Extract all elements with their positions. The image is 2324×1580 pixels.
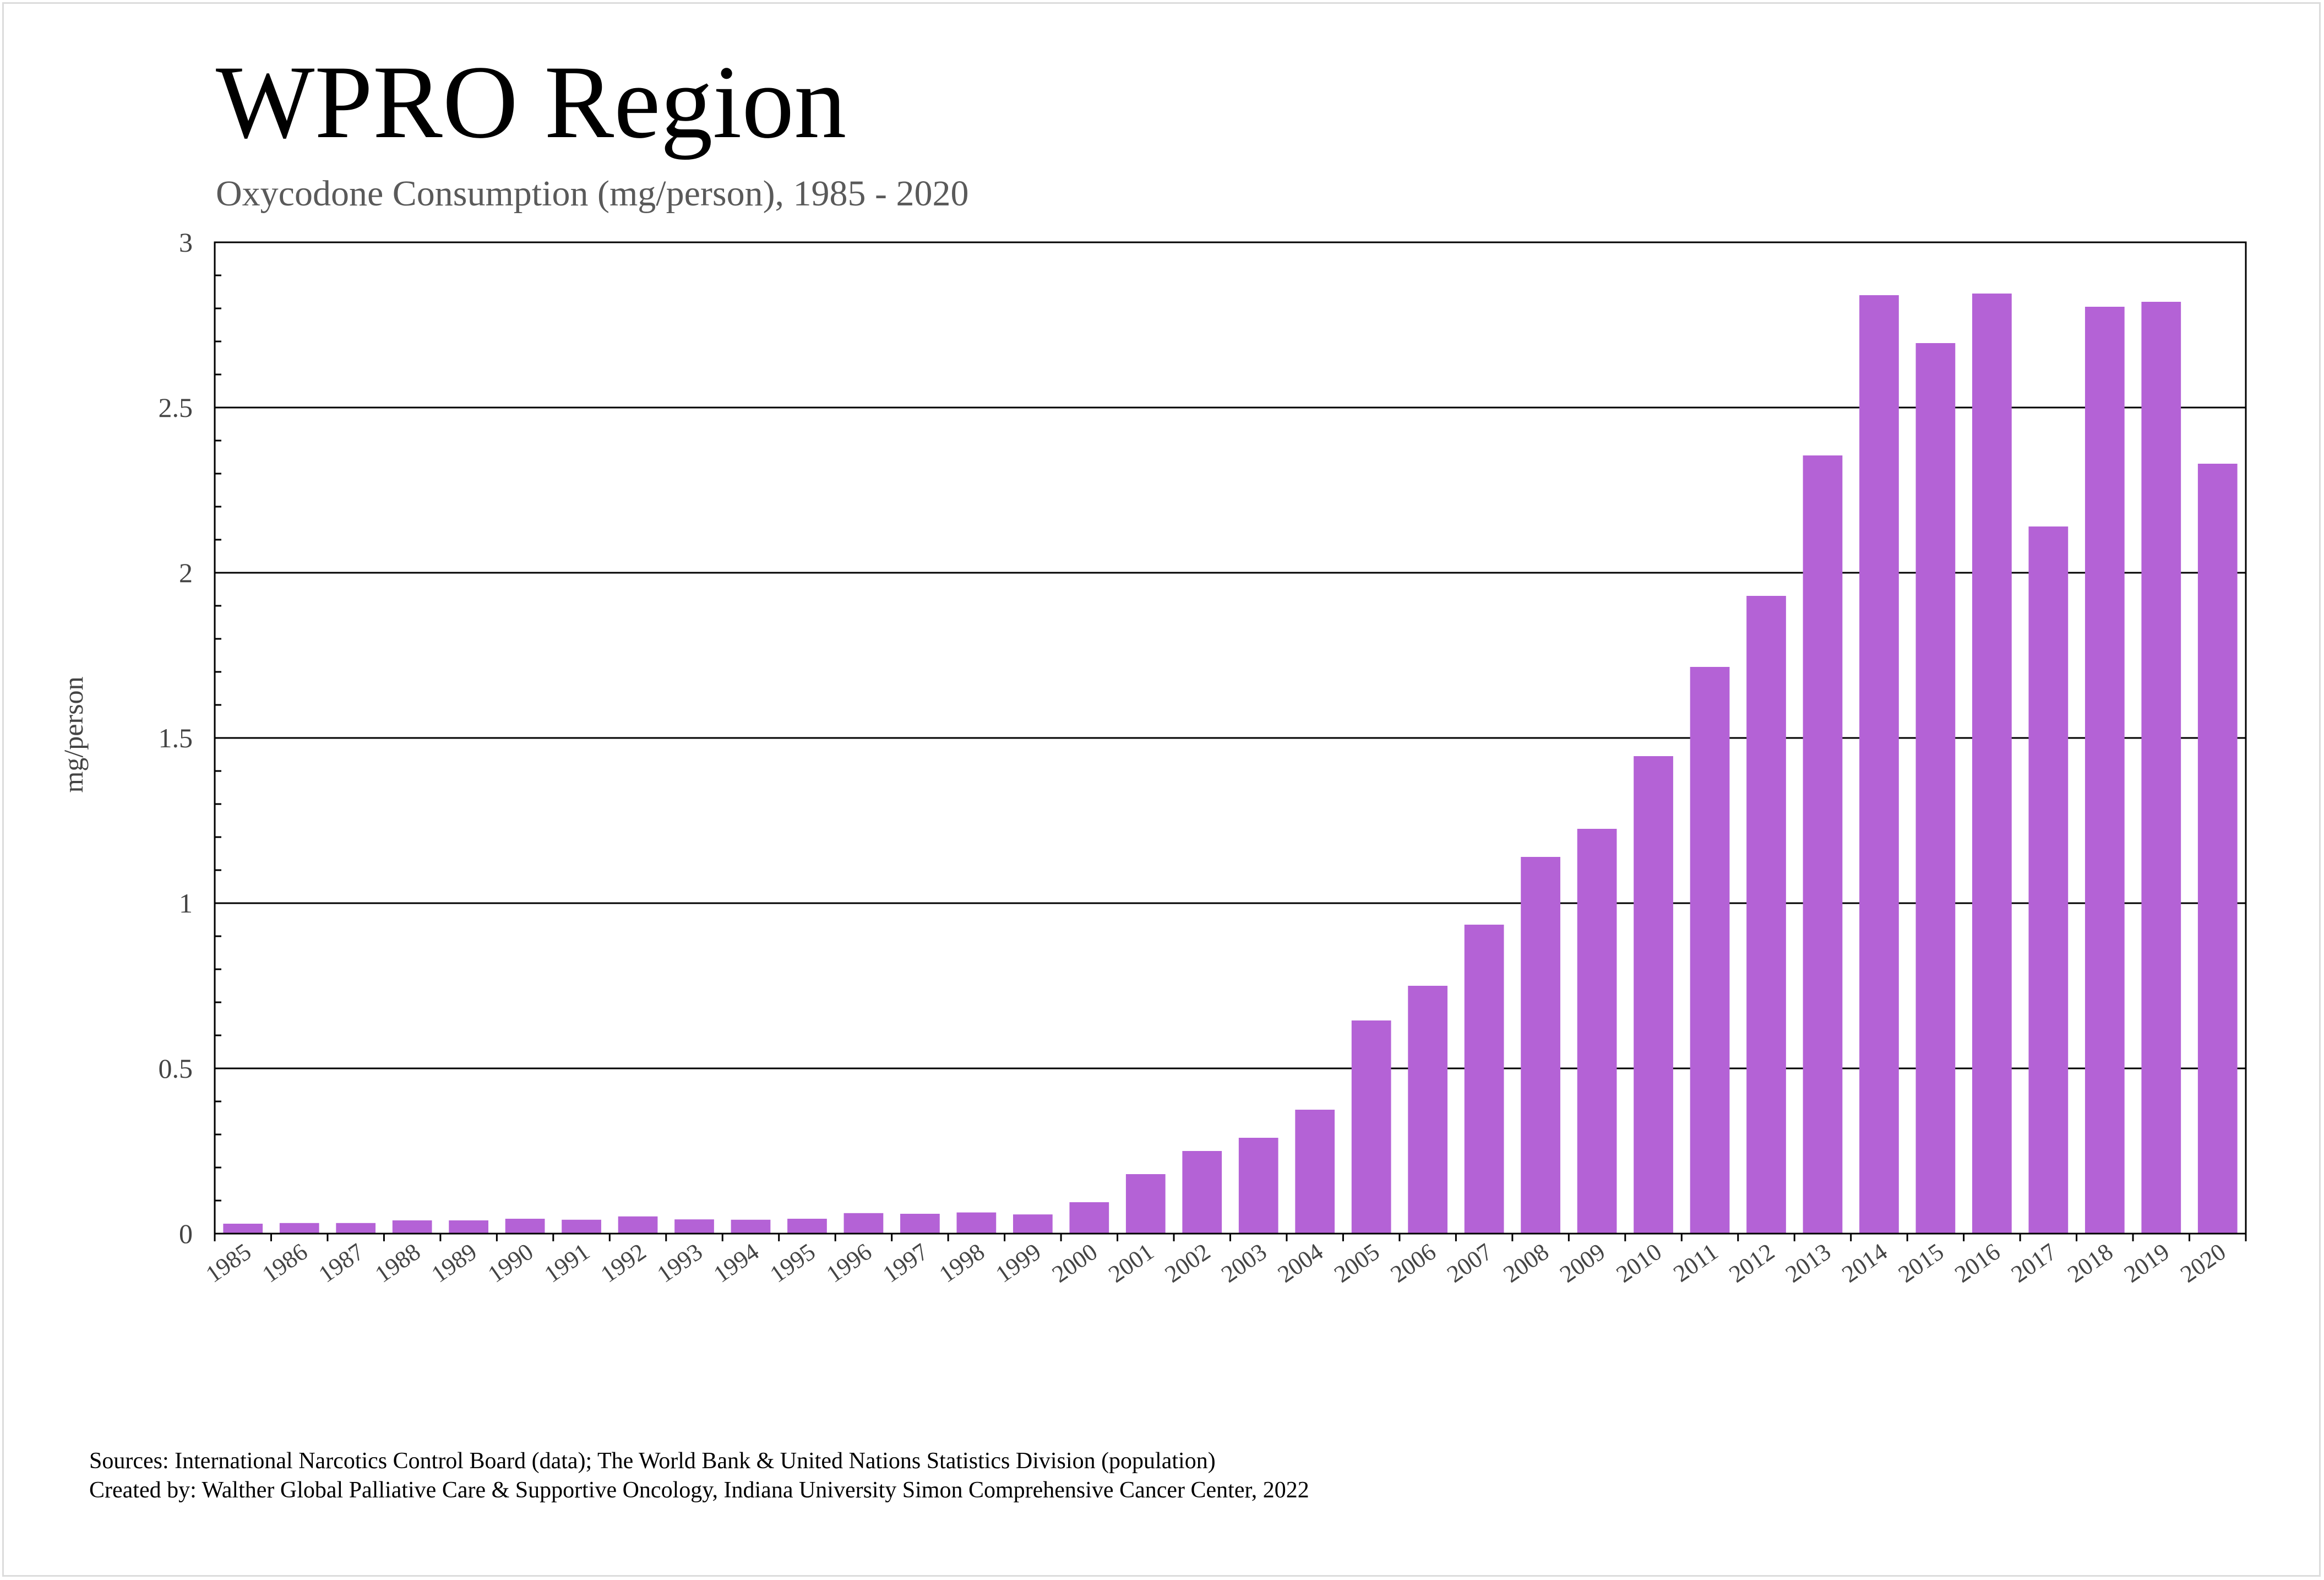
bar-2020 (2197, 464, 2238, 1234)
bar-chart: 00.511.522.53 1985 1986 1987 1988 1989 1990 19… (58, 227, 2247, 1288)
y-tick-labels: 0 0.5 1 1.5 2 2.5 3 (159, 227, 193, 1249)
bar-2015 (1915, 343, 1956, 1234)
x-tick-label: 2004 (1273, 1238, 1328, 1288)
y-tick-label: 0.5 (159, 1053, 193, 1084)
bar-1986 (279, 1223, 319, 1234)
x-tick-label: 2000 (1047, 1238, 1102, 1288)
bar-2011 (1690, 667, 1730, 1234)
y-tick-label: 2 (179, 557, 193, 588)
bar-2014 (1859, 295, 1899, 1234)
bars (223, 294, 2238, 1234)
bar-2006 (1408, 986, 1448, 1234)
x-tick-label: 1998 (934, 1238, 989, 1288)
x-tick-label: 1992 (596, 1238, 651, 1288)
bar-2019 (2141, 302, 2181, 1234)
x-tick-label: 2003 (1216, 1238, 1271, 1288)
x-tick-label: 2001 (1103, 1238, 1158, 1288)
x-tick-label: 1986 (257, 1238, 312, 1288)
bar-2003 (1238, 1138, 1278, 1234)
x-tick-label: 1994 (709, 1238, 764, 1288)
created-by-note: Created by: Walther Global Palliative Ca… (89, 1477, 1309, 1503)
bar-1993 (674, 1219, 714, 1234)
bar-2008 (1521, 857, 1560, 1234)
x-tick-label: 1989 (427, 1238, 482, 1288)
bar-2001 (1125, 1174, 1166, 1234)
x-tick-label: 2005 (1329, 1238, 1384, 1288)
x-tick-label: 2007 (1442, 1238, 1497, 1288)
plot-border (214, 241, 2247, 1235)
x-tick-label: 2014 (1837, 1238, 1892, 1288)
x-tick-label: 2002 (1160, 1238, 1215, 1288)
bar-1992 (618, 1216, 658, 1234)
chart-subtitle: Oxycodone Consumption (mg/person), 1985 … (216, 173, 969, 214)
y-tick-label: 2.5 (159, 392, 193, 423)
bar-1995 (787, 1219, 827, 1234)
bar-1987 (336, 1223, 376, 1234)
x-tick-label: 2011 (1668, 1238, 1723, 1288)
x-tick-label: 1985 (201, 1238, 256, 1288)
bar-2010 (1634, 756, 1673, 1234)
x-tick-label: 2016 (1950, 1238, 2005, 1288)
x-tick-label: 2008 (1499, 1238, 1554, 1288)
bar-1990 (505, 1219, 545, 1234)
bar-1999 (1013, 1214, 1053, 1234)
x-tick-label: 1987 (314, 1238, 369, 1288)
bar-1996 (843, 1213, 884, 1234)
x-tick-labels: 1985 1986 1987 1988 1989 1990 1991 1992 1993 1994… (201, 1238, 2231, 1288)
bar-2012 (1746, 596, 1786, 1234)
x-tick-label: 1988 (370, 1238, 425, 1288)
x-tick-label: 1997 (878, 1238, 933, 1288)
x-tick-label: 1996 (821, 1238, 877, 1288)
x-tick-label: 2017 (2006, 1238, 2061, 1288)
bar-2005 (1351, 1020, 1391, 1234)
bar-2007 (1464, 925, 1504, 1234)
bar-1994 (731, 1219, 771, 1234)
x-tick-label: 2019 (2119, 1238, 2174, 1288)
bar-1991 (562, 1219, 601, 1234)
y-tick-label: 0 (179, 1218, 193, 1249)
y-tick-label: 1 (179, 888, 193, 919)
bar-1998 (956, 1212, 997, 1234)
y-tick-label: 1.5 (159, 723, 193, 753)
x-tick-label: 2006 (1386, 1238, 1441, 1288)
bar-1989 (449, 1220, 488, 1234)
x-tick-label: 2010 (1612, 1238, 1667, 1288)
x-tick-label: 2018 (2062, 1238, 2118, 1288)
bar-2000 (1069, 1202, 1109, 1234)
bar-2013 (1803, 455, 1843, 1234)
bar-2018 (2084, 307, 2125, 1234)
footer: Sources: International Narcotics Control… (89, 1447, 1309, 1505)
bar-2016 (1972, 294, 2012, 1234)
x-tick-label: 2009 (1555, 1238, 1610, 1288)
x-tick-label: 1999 (990, 1238, 1046, 1288)
chart-title: WPRO Region (216, 45, 847, 160)
bar-2009 (1577, 829, 1617, 1234)
x-tick-label: 1993 (652, 1238, 707, 1288)
x-tick-label: 1991 (540, 1238, 595, 1288)
bar-1997 (900, 1214, 940, 1234)
x-tick-label: 1995 (765, 1238, 820, 1288)
x-tick-label: 2020 (2175, 1238, 2230, 1288)
bar-1988 (392, 1220, 432, 1234)
x-tick-label: 2013 (1781, 1238, 1836, 1288)
bar-2017 (2028, 526, 2069, 1234)
sources-note: Sources: International Narcotics Control… (89, 1448, 1216, 1474)
y-axis-label: mg/person (58, 676, 89, 792)
y-tick-label: 3 (179, 227, 193, 258)
bar-1985 (223, 1224, 263, 1234)
axes (214, 241, 2247, 1241)
x-tick-label: 2015 (1893, 1238, 1949, 1288)
bar-2002 (1182, 1151, 1222, 1234)
x-tick-label: 2012 (1724, 1238, 1779, 1288)
bar-2004 (1295, 1110, 1335, 1234)
x-tick-label: 1990 (483, 1238, 538, 1288)
